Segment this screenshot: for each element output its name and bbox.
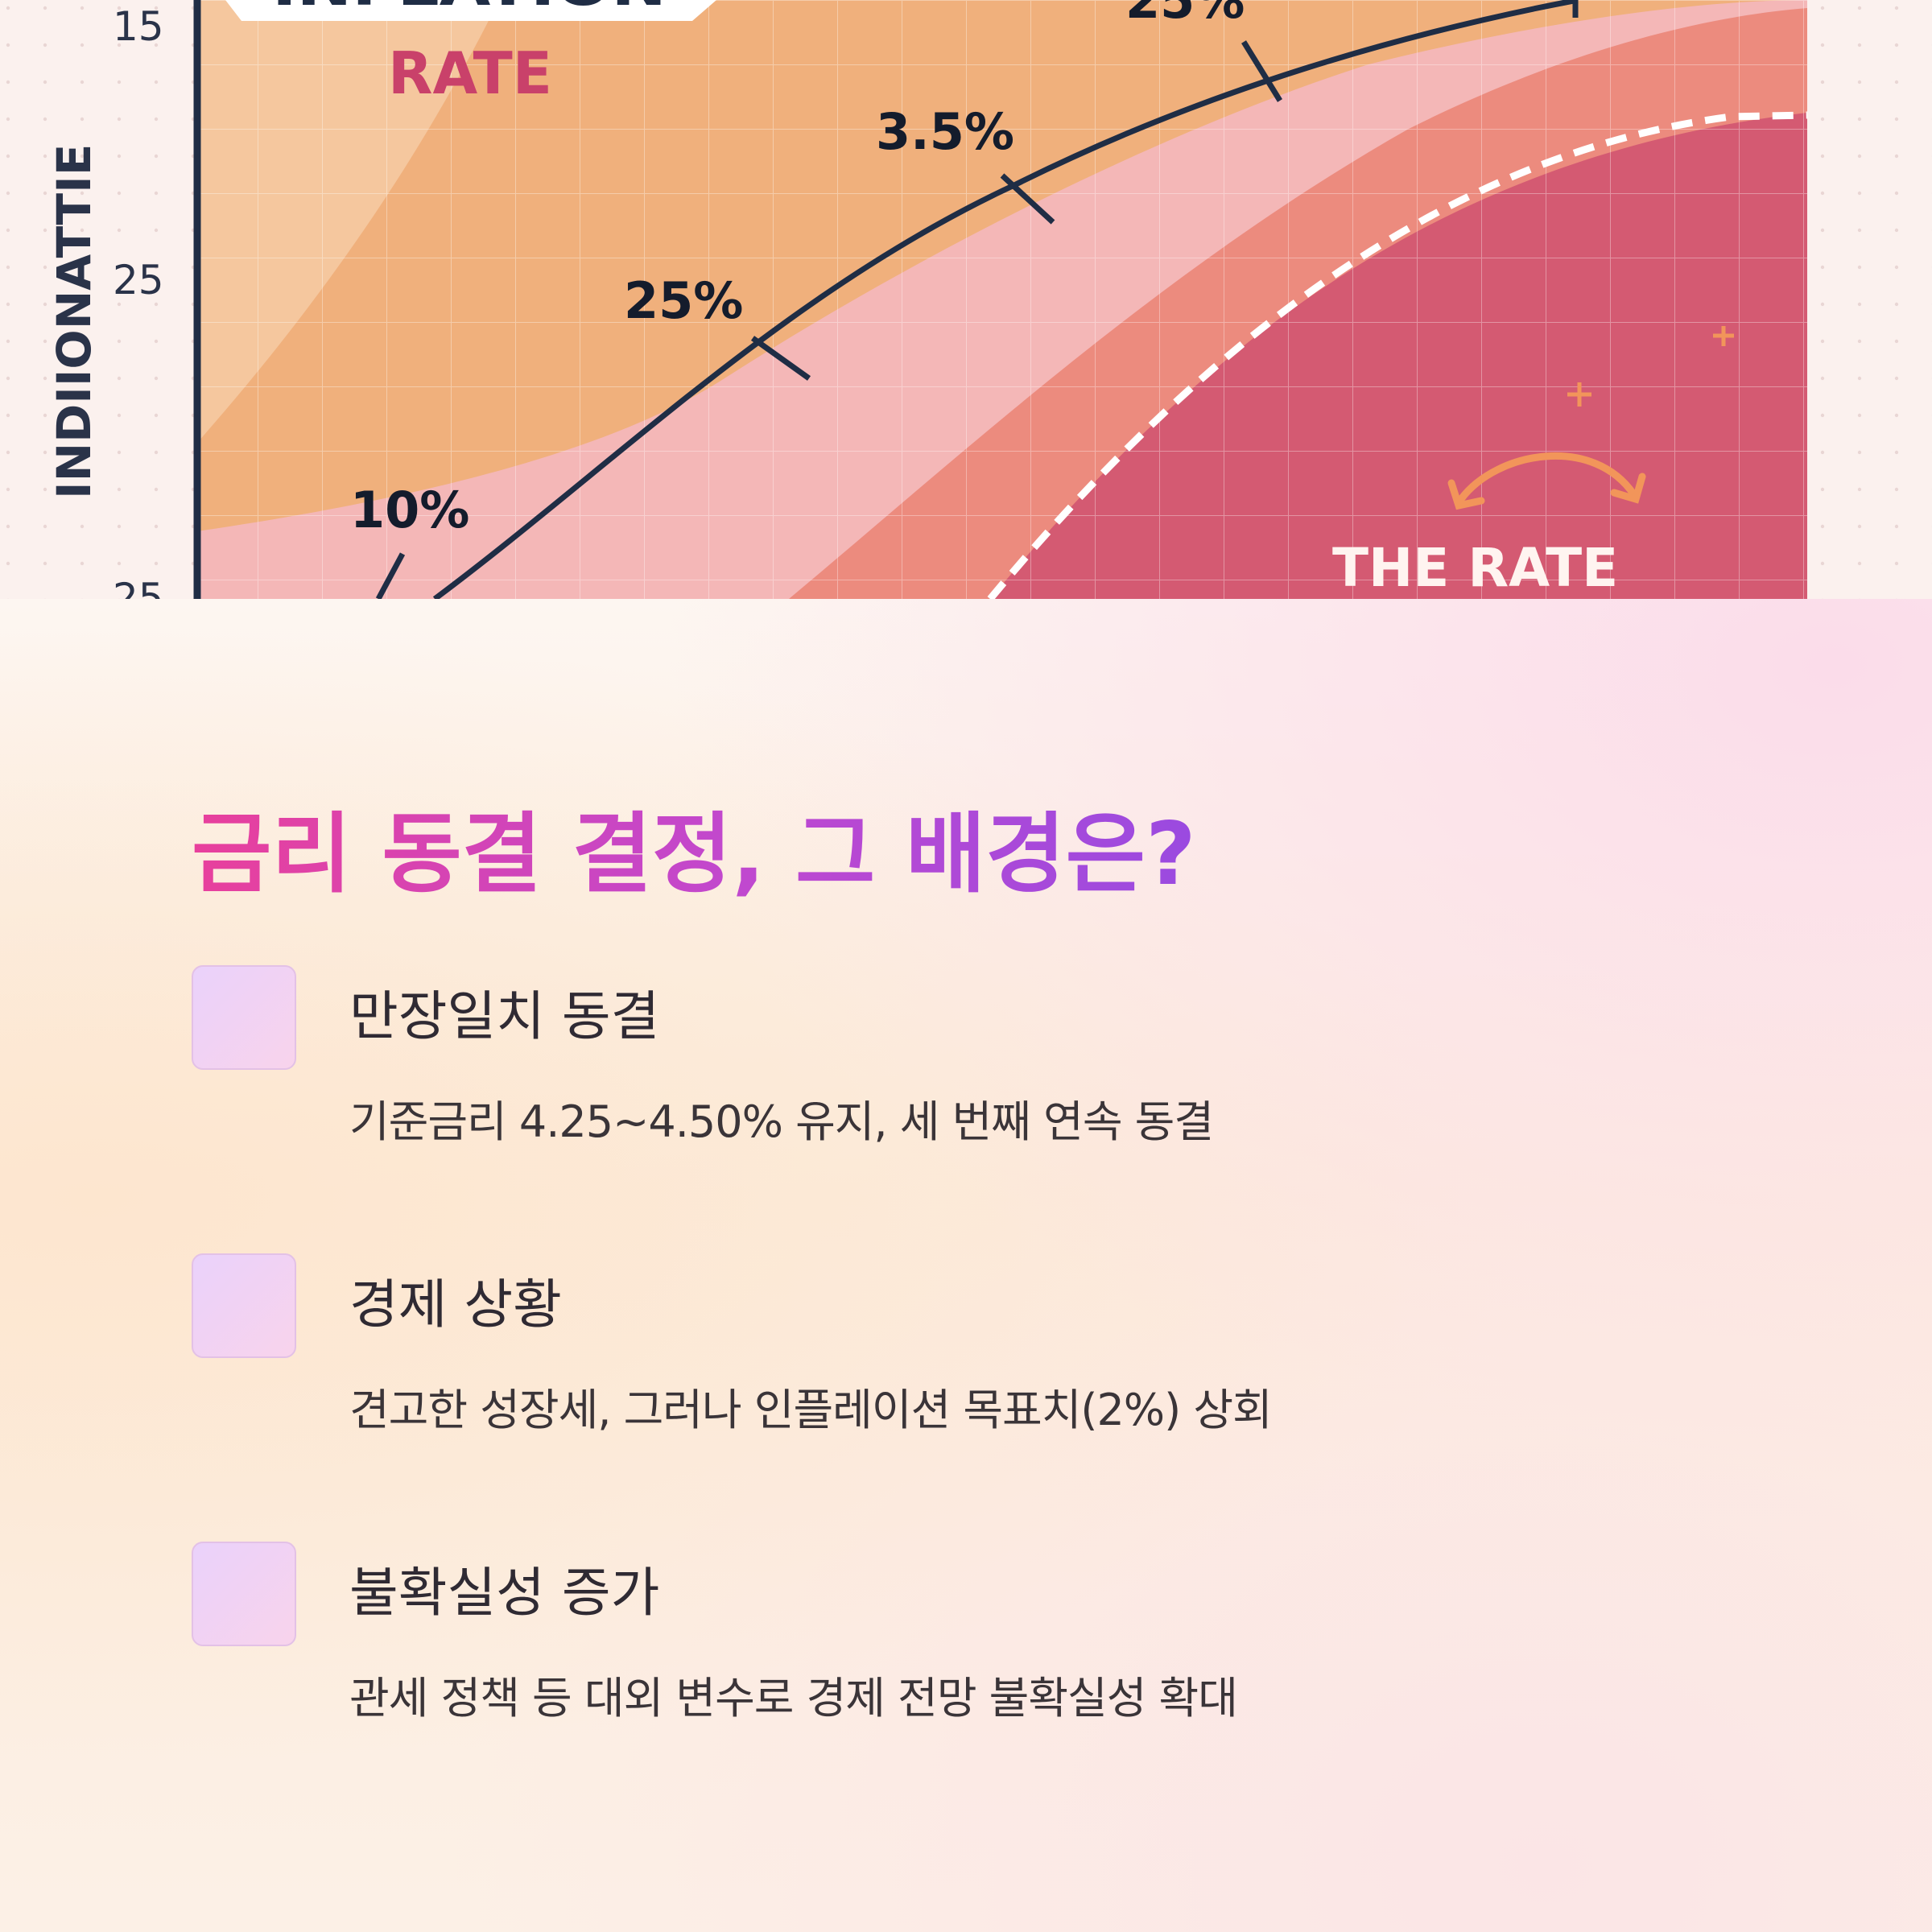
y-tick-label: 25 [113,575,164,599]
section-title: 금리 동결 결정, 그 배경은? [192,784,1196,910]
corner-label: THE RATE [1332,537,1618,599]
banner-text: INFLATION [272,0,667,19]
checkbox[interactable] [192,1253,296,1358]
point-label: 10% [350,481,469,539]
sparkle-icon [1567,326,1734,407]
point-label: 25% [624,271,743,330]
curve-tick-marks [375,0,1579,599]
content-section: 금리 동결 결정, 그 배경은? 만장일치 동결 기준금리 4.25~4.50%… [0,599,1932,1932]
item-title: 경제 상황 [349,1274,562,1335]
checkbox[interactable] [192,1542,296,1646]
y-tick-label: 25 [113,257,164,303]
rate-label: RATE [388,39,552,107]
y-axis-title: INDIIONATTIE [47,144,101,499]
point-label: 3.5% [876,102,1014,161]
item-description: 기준금리 4.25~4.50% 유지, 세 번째 연속 동결 [349,1096,1214,1147]
list-item: 불확실성 증가 관세 정책 등 대외 변수로 경제 전망 불확실성 확대 [192,1542,1721,1751]
inflation-illustration: 15 25 25 INDIIONATTIE INFLATION RATE 10%… [0,0,1932,599]
banner-shape [225,0,716,21]
double-arrow-icon [1447,452,1646,510]
item-description: 관세 정책 등 대외 변수로 경제 전망 불확실성 확대 [349,1673,1238,1724]
hero-image: 15 25 25 INDIIONATTIE INFLATION RATE 10%… [0,0,1932,599]
item-description: 견고한 성장세, 그러나 인플레이션 목표치(2%) 상회 [349,1385,1273,1435]
list-item: 만장일치 동결 기준금리 4.25~4.50% 유지, 세 번째 연속 동결 [192,965,1721,1174]
y-tick-label: 15 [113,3,164,50]
item-title: 불확실성 증가 [349,1562,660,1624]
item-title: 만장일치 동결 [349,985,660,1047]
plot-area [197,0,1807,599]
list-item: 경제 상황 견고한 성장세, 그러나 인플레이션 목표치(2%) 상회 [192,1253,1721,1463]
dashed-boundary [987,111,1808,599]
point-label: 25% [1125,0,1245,30]
checkbox[interactable] [192,965,296,1070]
